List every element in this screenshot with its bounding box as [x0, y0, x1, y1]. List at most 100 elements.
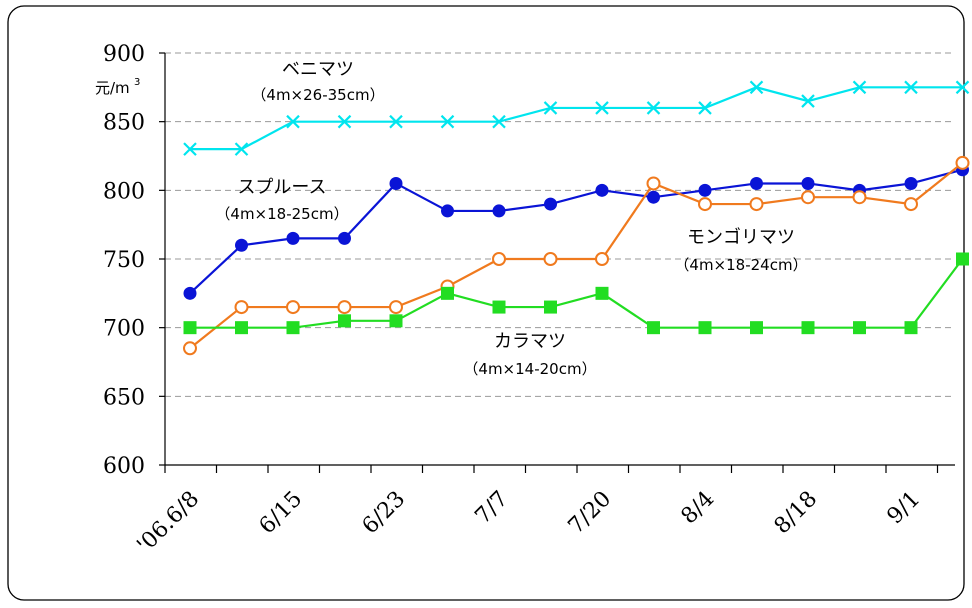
y-unit-label: 元/m	[95, 79, 130, 97]
marker-stroke	[955, 80, 970, 95]
marker-stroke	[286, 114, 300, 129]
series-2	[183, 155, 970, 356]
data-point-square	[698, 321, 712, 335]
data-point-open-circle	[337, 300, 352, 315]
data-point-circle	[235, 238, 248, 252]
series-spec-karamatsu: （4m×14-20cm）	[463, 360, 596, 378]
series-labels: 元/m 3 ベニマツ （4m×26-35cm） スプルース （4m×18-25c…	[95, 59, 808, 378]
data-point-square	[544, 300, 557, 314]
data-point-square	[853, 321, 866, 335]
data-point-square	[441, 286, 454, 300]
data-point-x-marker	[234, 142, 249, 156]
series-spec-mongolimatsu: （4m×18-24cm）	[674, 256, 807, 274]
series-3	[183, 252, 969, 335]
data-point-circle	[698, 183, 712, 197]
data-point-square	[389, 314, 403, 328]
data-point-open-circle	[749, 197, 764, 212]
data-point-square	[647, 321, 660, 335]
data-point-open-circle	[286, 300, 300, 315]
series-label-benimatsu: ベニマツ	[282, 59, 354, 80]
data-point-x-marker	[698, 101, 712, 115]
data-point-open-circle	[698, 197, 712, 212]
data-point-x-marker	[595, 101, 609, 115]
data-point-square	[338, 314, 351, 328]
data-point-circle	[801, 176, 815, 190]
marker-stroke	[183, 142, 197, 156]
data-point-x-marker	[801, 94, 815, 108]
data-point-x-marker	[904, 80, 918, 95]
series-label-karamatsu: カラマツ	[494, 331, 566, 352]
data-point-open-circle	[595, 252, 609, 266]
series-label-spruce: スプルース	[237, 177, 326, 198]
series-line	[190, 86, 963, 151]
data-point-square	[904, 321, 918, 335]
data-point-circle	[338, 231, 351, 245]
marker-stroke	[904, 80, 918, 95]
series-group	[183, 80, 970, 356]
marker-stroke	[337, 114, 352, 129]
data-point-open-circle	[955, 155, 970, 170]
data-point-open-circle	[389, 300, 403, 315]
y-tick-label: 700	[103, 317, 145, 342]
series-line	[190, 258, 964, 329]
y-tick-label: 600	[103, 454, 145, 479]
marker-stroke	[801, 94, 815, 108]
marker-stroke	[749, 80, 764, 95]
data-point-open-circle	[492, 252, 506, 266]
axes	[159, 52, 955, 473]
marker-stroke	[492, 114, 506, 129]
data-point-square	[595, 286, 609, 300]
series-line	[189, 168, 963, 295]
series-label-mongolimatsu: モンゴリマツ	[687, 227, 795, 248]
y-tick-label: 650	[103, 385, 145, 410]
data-point-open-circle	[801, 190, 815, 205]
y-tick-label: 850	[103, 111, 145, 136]
data-point-x-marker	[852, 80, 867, 95]
data-point-x-marker	[955, 80, 970, 95]
data-point-circle	[904, 176, 918, 190]
data-point-x-marker	[492, 114, 506, 129]
data-point-square	[492, 300, 506, 314]
data-point-square	[235, 321, 248, 335]
data-point-circle	[595, 183, 609, 197]
y-tick-label: 750	[103, 248, 145, 273]
y-tick-label: 800	[103, 179, 145, 204]
data-point-x-marker	[646, 101, 661, 115]
data-point-open-circle	[543, 252, 558, 266]
series-line	[189, 162, 964, 350]
series-spec-benimatsu: （4m×26-35cm）	[251, 86, 384, 104]
data-point-circle	[544, 197, 557, 211]
marker-stroke	[440, 114, 455, 129]
data-point-open-circle	[646, 176, 661, 191]
series-spec-spruce: （4m×18-25cm）	[215, 205, 348, 223]
data-point-square	[956, 252, 969, 266]
marker-stroke	[852, 80, 867, 95]
marker-stroke	[389, 114, 403, 129]
data-point-open-circle	[852, 190, 867, 205]
series-0	[183, 80, 970, 156]
y-tick-label: 900	[103, 42, 145, 67]
data-point-circle	[647, 190, 660, 204]
data-point-circle	[441, 204, 454, 218]
marker-stroke	[698, 101, 712, 115]
data-point-circle	[286, 231, 300, 245]
data-point-circle	[750, 176, 763, 190]
data-point-open-circle	[904, 197, 918, 212]
data-point-x-marker	[543, 101, 558, 115]
data-point-x-marker	[183, 142, 197, 156]
marker-stroke	[234, 142, 249, 156]
data-point-square	[286, 321, 300, 335]
data-point-x-marker	[286, 114, 300, 129]
y-axis-ticks: 600 650 700 750 800 850 900	[103, 42, 145, 479]
data-point-square	[801, 321, 815, 335]
data-point-x-marker	[749, 80, 764, 95]
data-point-circle	[492, 204, 506, 218]
data-point-circle	[389, 176, 403, 190]
data-point-x-marker	[389, 114, 403, 129]
data-point-square	[750, 321, 763, 335]
marker-stroke	[646, 101, 661, 115]
data-point-x-marker	[337, 114, 352, 129]
y-unit-superscript: 3	[134, 77, 140, 88]
data-point-open-circle	[234, 300, 249, 315]
